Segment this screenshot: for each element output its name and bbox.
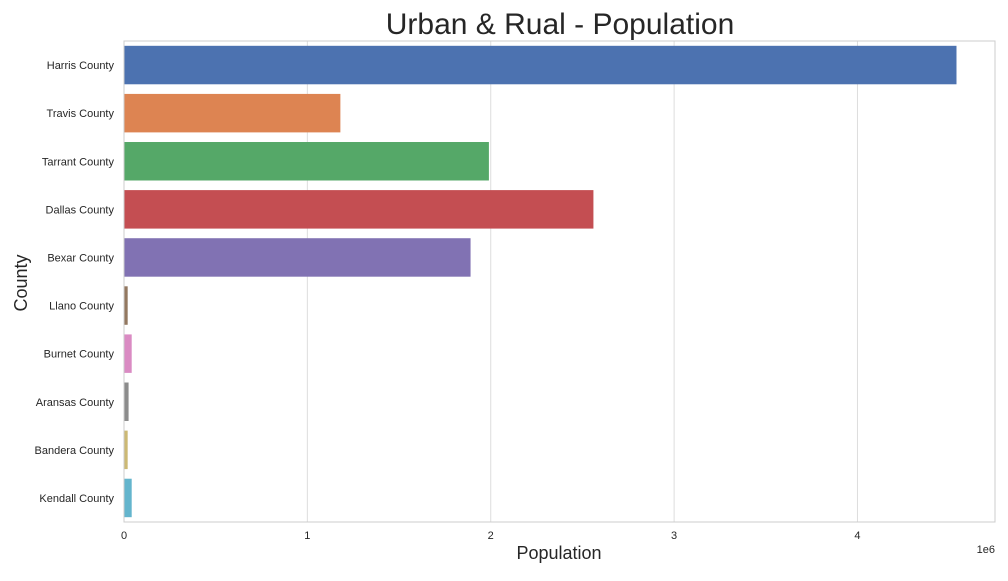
bar-tarrant-county: [124, 142, 489, 181]
x-axis-label: Population: [516, 543, 601, 563]
y-tick-label: Llano County: [49, 301, 114, 313]
y-tick-label: Harris County: [47, 60, 115, 72]
y-tick-label: Tarrant County: [42, 156, 115, 168]
y-axis-label: County: [11, 254, 31, 311]
y-tick-label: Dallas County: [46, 204, 115, 216]
bar-dallas-county: [124, 190, 594, 229]
bar-aransas-county: [124, 382, 129, 421]
y-tick-label: Travis County: [47, 108, 115, 120]
bar-kendall-county: [124, 478, 132, 518]
x-tick-label: 2: [488, 530, 494, 542]
x-tick-labels: 0 1 2 3 4: [121, 530, 861, 542]
bar-travis-county: [124, 93, 341, 133]
y-tick-labels: Harris County Travis County Tarrant County…: [35, 60, 115, 505]
bar-bexar-county: [124, 238, 471, 277]
chart-title: Urban & Rual - Population: [386, 8, 735, 41]
x-tick-label: 4: [854, 530, 860, 542]
x-tick-label: 0: [121, 530, 127, 542]
x-tick-label: 1: [304, 530, 310, 542]
y-tick-label: Burnet County: [44, 349, 115, 361]
y-tick-label: Aransas County: [36, 397, 115, 409]
bars: [124, 45, 957, 518]
bar-burnet-county: [124, 334, 132, 373]
x-axis-offset-label: 1e6: [977, 544, 995, 556]
plot-frame: [123, 40, 996, 523]
y-tick-label: Bandera County: [35, 445, 115, 457]
x-tick-label: 3: [671, 530, 677, 542]
y-tick-label: Kendall County: [39, 493, 114, 505]
bar-llano-county: [124, 286, 128, 325]
bar-harris-county: [124, 45, 957, 85]
gridlines: [306, 41, 858, 522]
y-tick-label: Bexar County: [47, 252, 114, 264]
bar-bandera-county: [124, 430, 128, 470]
